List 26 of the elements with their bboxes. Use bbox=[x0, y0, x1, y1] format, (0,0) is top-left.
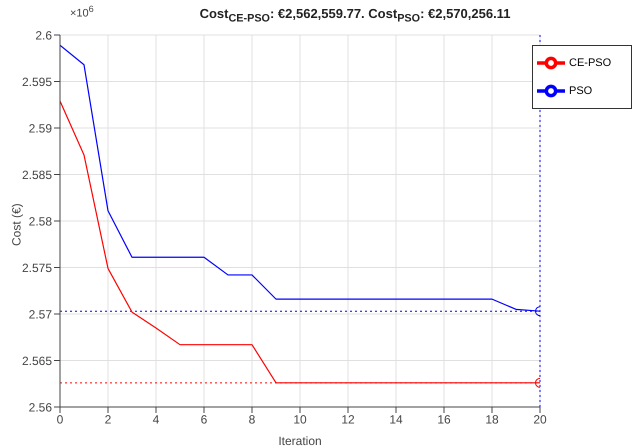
x-tick-label: 0 bbox=[56, 412, 64, 427]
y-tick-label: 2.575 bbox=[22, 260, 52, 275]
text: ×10$^{6}$ bbox=[70, 4, 94, 20]
y-tick-label: 2.595 bbox=[22, 74, 52, 89]
x-axis-title: Iteration bbox=[278, 434, 322, 447]
y-axis-title: Cost (€) bbox=[9, 203, 24, 246]
y-tick-label: 2.58 bbox=[28, 214, 52, 228]
x-tick-label: 16 bbox=[437, 412, 451, 427]
y-tick-label: 2.59 bbox=[28, 121, 52, 136]
x-tick-label: 8 bbox=[248, 412, 256, 427]
x-tick-label: 20 bbox=[533, 412, 547, 427]
x-tick-label: 10 bbox=[293, 412, 307, 427]
y-tick-label: 2.585 bbox=[22, 168, 52, 182]
y-tick-label: 2.565 bbox=[22, 354, 52, 368]
x-tick-label: 18 bbox=[485, 412, 499, 427]
y-tick-label: 2.6 bbox=[35, 28, 52, 42]
x-tick-label: 12 bbox=[341, 412, 355, 427]
chart-title: Cost$_{CE-PSO}$: €2,562,559.77. Cost$_{PSO}$: €2,570,256.11 bbox=[200, 6, 510, 25]
x-tick-label: 4 bbox=[152, 412, 160, 427]
x-tick-label: 14 bbox=[389, 412, 403, 427]
legend-label: CE-PSO bbox=[569, 56, 612, 69]
y-tick-label: 2.56 bbox=[28, 400, 52, 414]
y-tick-label: 2.57 bbox=[28, 307, 52, 322]
legend-label: PSO bbox=[569, 84, 592, 97]
x-tick-label: 2 bbox=[104, 412, 112, 427]
x-tick-label: 6 bbox=[200, 412, 208, 427]
